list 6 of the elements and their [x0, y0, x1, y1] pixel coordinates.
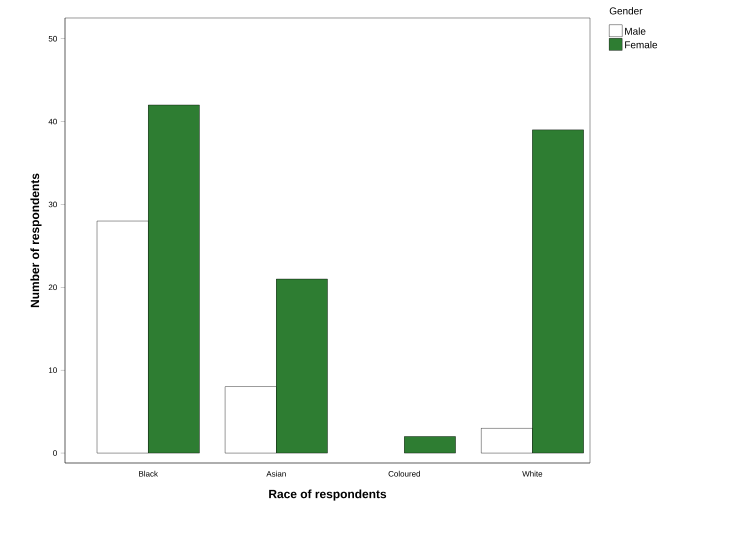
legend-label: Female: [625, 41, 658, 48]
x-axis-title: Race of respondents: [269, 489, 386, 501]
legend-label: Male: [625, 27, 646, 35]
bar: [404, 436, 456, 454]
y-axis-title: Number of respondents: [30, 174, 42, 308]
legend-title: Gender: [610, 7, 642, 14]
